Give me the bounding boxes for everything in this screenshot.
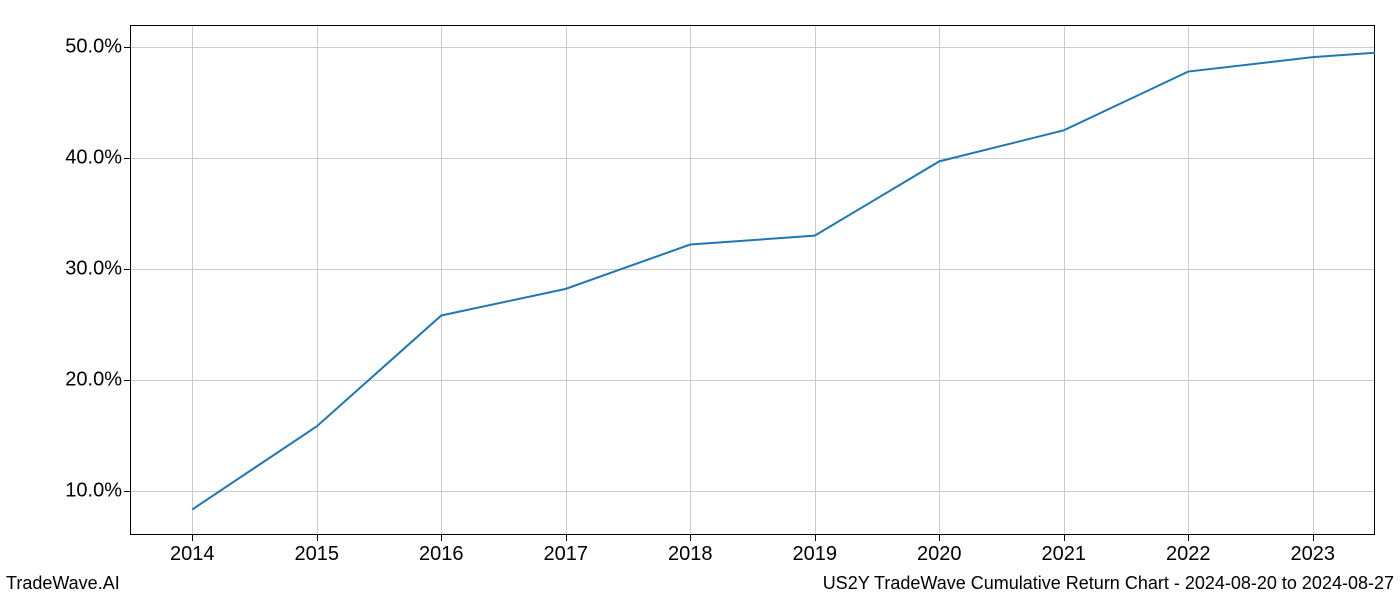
y-tick-label: 20.0% xyxy=(65,368,130,391)
return-line xyxy=(192,53,1375,510)
chart-container: { "chart": { "type": "line", "plot": { "… xyxy=(0,0,1400,600)
x-tick-label: 2021 xyxy=(1042,535,1087,566)
x-tick-label: 2022 xyxy=(1166,535,1211,566)
x-tick-label: 2014 xyxy=(170,535,215,566)
plot-area: 10.0%20.0%30.0%40.0%50.0%201420152016201… xyxy=(130,25,1375,535)
x-tick-label: 2019 xyxy=(793,535,838,566)
y-tick-label: 10.0% xyxy=(65,479,130,502)
footer-brand: TradeWave.AI xyxy=(6,573,120,594)
line-series xyxy=(130,25,1375,535)
x-tick-label: 2023 xyxy=(1291,535,1336,566)
y-tick-label: 30.0% xyxy=(65,257,130,280)
x-tick-label: 2015 xyxy=(295,535,340,566)
y-tick-label: 40.0% xyxy=(65,147,130,170)
x-tick-label: 2017 xyxy=(544,535,589,566)
x-tick-label: 2016 xyxy=(419,535,464,566)
x-tick-label: 2018 xyxy=(668,535,713,566)
y-tick-label: 50.0% xyxy=(65,36,130,59)
footer-caption: US2Y TradeWave Cumulative Return Chart -… xyxy=(823,573,1394,594)
x-tick-label: 2020 xyxy=(917,535,962,566)
